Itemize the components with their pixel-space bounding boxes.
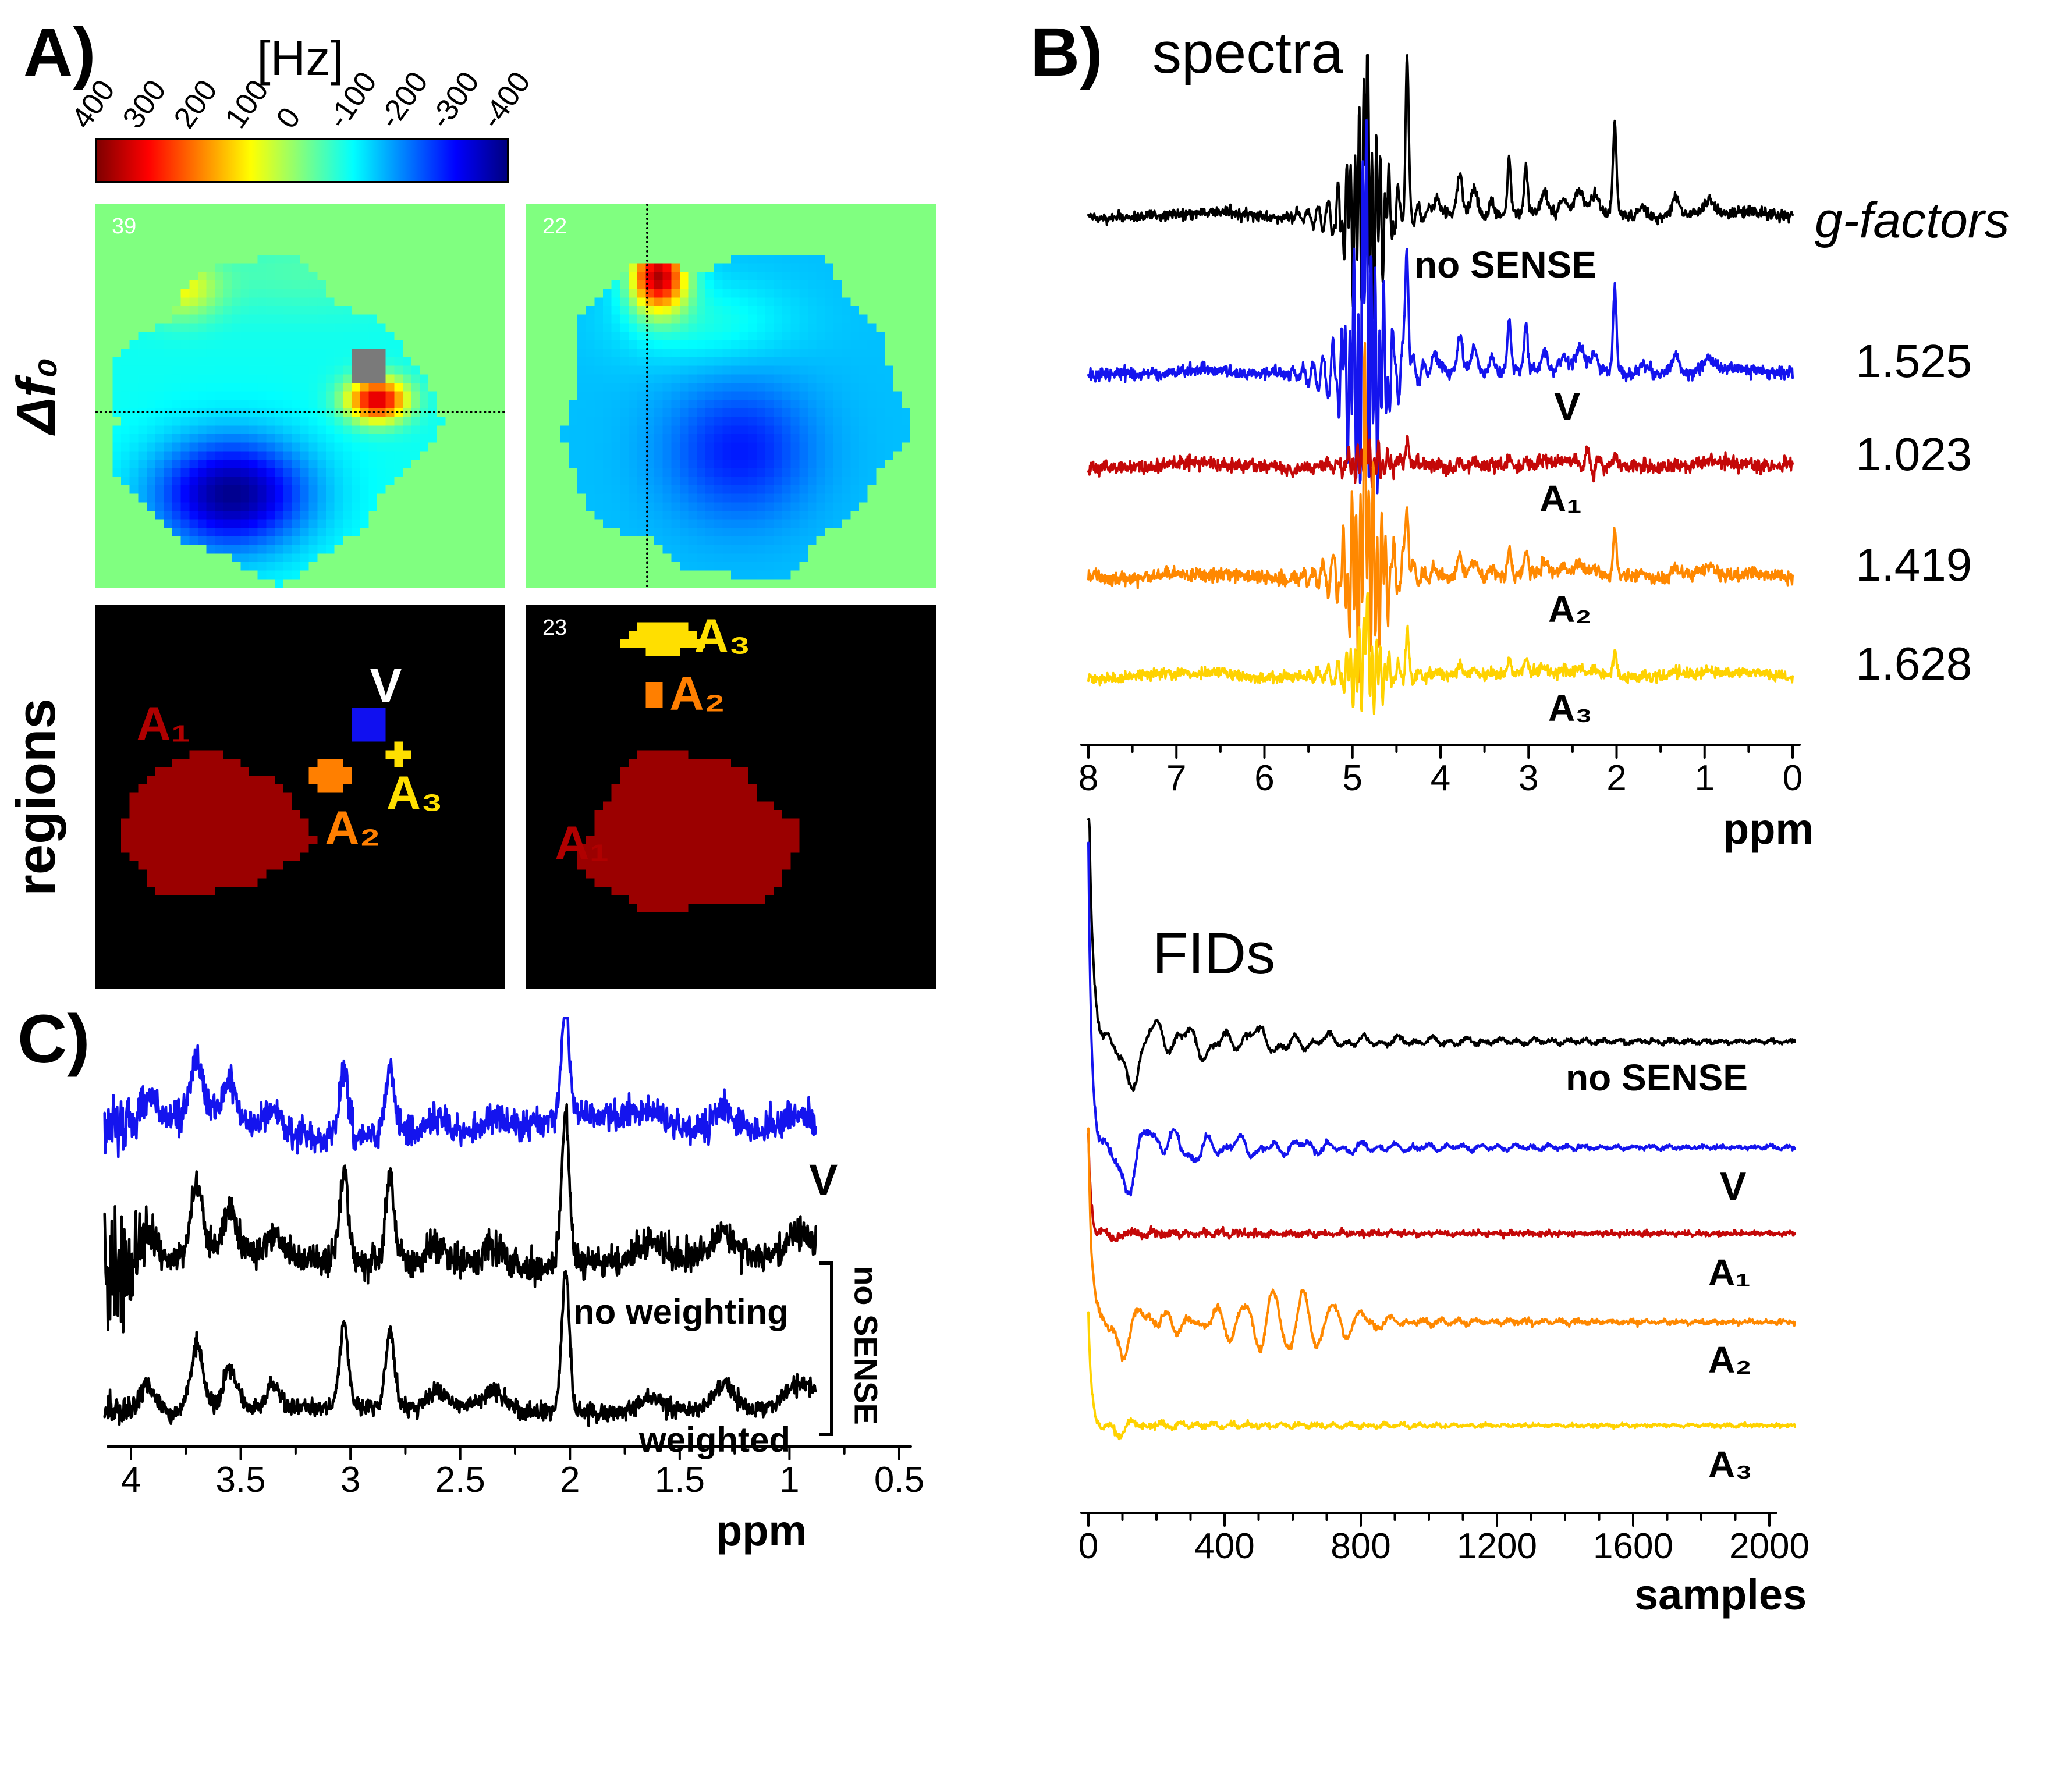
x-tick-label: 0 xyxy=(1782,758,1803,798)
x-axis-spectra xyxy=(1080,744,1801,759)
row-label-df0: Δf₀ xyxy=(5,357,66,434)
trace-fid-1 xyxy=(1087,841,1796,1197)
trace-label: no SENSE xyxy=(1566,1057,1748,1099)
trace-fid-0 xyxy=(1087,818,1796,1092)
trace-fid-4 xyxy=(1087,1311,1796,1441)
trace-label: A₂ xyxy=(1548,588,1592,630)
gfactor-value: 1.023 xyxy=(1855,428,1972,480)
colorbar-gradient xyxy=(95,138,509,183)
crosshair-vertical xyxy=(646,204,648,588)
trace-spectra-3 xyxy=(1087,342,1794,683)
x-tick-label: 1200 xyxy=(1457,1526,1537,1566)
trace-label: A₁ xyxy=(1708,1252,1751,1293)
trace-label: V xyxy=(1554,385,1581,429)
region-map-sagittal-canvas xyxy=(95,605,505,989)
region-label: A₃ xyxy=(386,767,443,820)
x-tick-label: 3 xyxy=(1518,758,1539,798)
field-map-sagittal: 39 xyxy=(95,204,505,588)
region-label: A₂ xyxy=(669,667,726,720)
trace-label: A₂ xyxy=(1708,1339,1752,1381)
gfactor-value: 1.525 xyxy=(1855,335,1972,387)
x-tick-label: 400 xyxy=(1194,1526,1255,1566)
x-tick-label: 0.5 xyxy=(874,1460,925,1500)
trace-spectra-1 xyxy=(1087,119,1794,495)
x-tick-label: 3.5 xyxy=(215,1460,266,1500)
trace-label: weighted xyxy=(639,1420,791,1459)
trace-label: no SENSE xyxy=(1414,244,1596,286)
field-map-axial-canvas xyxy=(526,204,936,588)
x-tick-label: 2.5 xyxy=(435,1460,485,1500)
x-tick-label: 4 xyxy=(120,1460,141,1500)
slice-number-1: 39 xyxy=(112,214,137,239)
region-label: V xyxy=(370,659,402,713)
gfactor-value: 1.628 xyxy=(1855,638,1972,690)
x-tick-label: 1.5 xyxy=(654,1460,705,1500)
panel-a-label: A) xyxy=(23,14,96,91)
crosshair-horizontal xyxy=(95,411,505,413)
spectra-title: spectra xyxy=(1152,20,1343,86)
region-label: A₂ xyxy=(325,801,381,855)
field-map-sagittal-canvas xyxy=(95,204,505,588)
x-tick-label: 7 xyxy=(1166,758,1187,798)
trace-label: A₃ xyxy=(1708,1444,1752,1485)
trace-fid-2 xyxy=(1087,1133,1796,1242)
x-tick-label: 2000 xyxy=(1729,1526,1810,1566)
region-label: A₃ xyxy=(694,609,751,663)
x-tick-label: 2 xyxy=(560,1460,580,1500)
trace-spectra-c-2 xyxy=(103,1270,817,1427)
x-tick-label: 800 xyxy=(1331,1526,1391,1566)
x-tick-label: 3 xyxy=(340,1460,361,1500)
ppm-label-c: ppm xyxy=(716,1506,807,1555)
region-map-axial-canvas xyxy=(526,605,936,989)
bracket-label: no SENSE xyxy=(847,1266,885,1425)
region-label: A₁ xyxy=(136,698,191,751)
x-tick-label: 1600 xyxy=(1593,1526,1673,1566)
slice-number-3: 23 xyxy=(542,616,567,640)
trace-spectra-4 xyxy=(1087,592,1794,715)
trace-label: A₃ xyxy=(1548,687,1592,729)
ppm-label-b: ppm xyxy=(1723,805,1814,853)
samples-label: samples xyxy=(1634,1570,1807,1619)
region-map-axial: 23 A₃ A₂ A₁ xyxy=(526,605,936,989)
x-tick-label: 1 xyxy=(779,1460,800,1500)
trace-label: no weighting xyxy=(573,1292,789,1331)
x-axis-fids xyxy=(1080,1512,1777,1527)
gfactors-header: g-factors xyxy=(1815,193,2010,248)
trace-label: V xyxy=(809,1156,838,1204)
region-map-sagittal: A₁ A₂ V A₃ xyxy=(95,605,505,989)
x-tick-label: 1 xyxy=(1694,758,1715,798)
x-tick-label: 6 xyxy=(1254,758,1275,798)
trace-fid-3 xyxy=(1087,1127,1796,1363)
slice-number-2: 22 xyxy=(542,214,567,239)
panel-c-label: C) xyxy=(17,1001,90,1078)
gfactor-value: 1.419 xyxy=(1855,539,1972,591)
x-tick-label: 0 xyxy=(1078,1526,1099,1566)
x-tick-label: 5 xyxy=(1342,758,1363,798)
colorbar-title: [Hz] xyxy=(257,31,344,86)
field-map-axial: 22 xyxy=(526,204,936,588)
x-axis-spectra-c xyxy=(107,1445,912,1460)
region-label: A₁ xyxy=(555,817,609,870)
panel-b-label: B) xyxy=(1030,14,1103,91)
trace-spectra-c-1 xyxy=(103,1103,817,1334)
trace-spectra-c-0 xyxy=(103,1017,817,1158)
x-tick-label: 4 xyxy=(1430,758,1451,798)
trace-label: V xyxy=(1720,1164,1747,1209)
fids-title: FIDs xyxy=(1152,921,1276,986)
trace-spectra-2 xyxy=(1087,413,1794,488)
bracket xyxy=(819,1261,833,1436)
x-tick-label: 2 xyxy=(1606,758,1627,798)
row-label-regions: regions xyxy=(5,698,66,896)
trace-spectra-0 xyxy=(1087,54,1794,320)
x-tick-label: 8 xyxy=(1078,758,1099,798)
trace-label: A₁ xyxy=(1539,478,1582,520)
